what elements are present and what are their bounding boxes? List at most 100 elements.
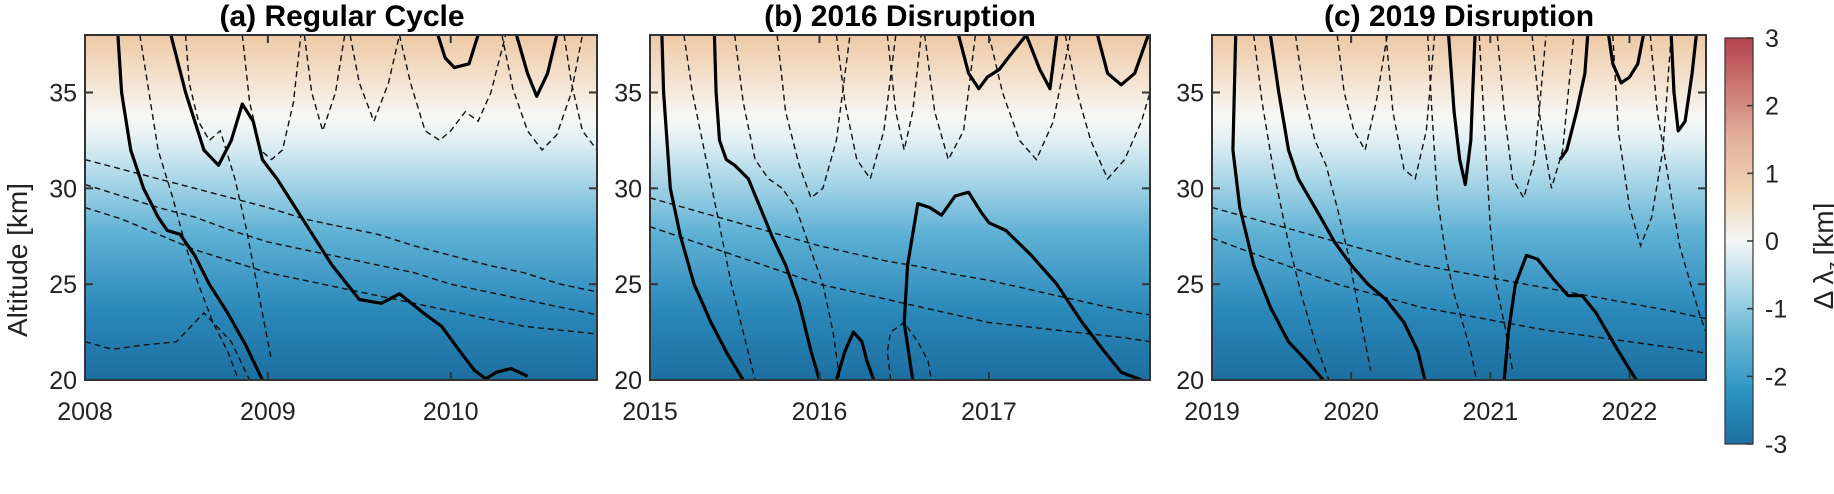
dashed-contour [1336, 35, 1388, 152]
x-tick-label: 2020 [1323, 398, 1379, 426]
zero-contour [834, 330, 876, 380]
x-tick-label: 2010 [423, 398, 479, 426]
zero-contour [1095, 35, 1150, 87]
zero-contour [660, 35, 745, 380]
panel-c-title: (c) 2019 Disruption [1324, 0, 1594, 33]
colorbar-label-main: Δ λ [1808, 270, 1834, 309]
dashed-contour [85, 183, 597, 316]
dashed-contour [923, 35, 977, 162]
panel-a: (a) Regular Cycle 20 25 30 35 2008 2009 2010 [49, 0, 598, 426]
axes-frame [649, 34, 1151, 381]
zero-contour [956, 35, 1059, 91]
dashed-contour [349, 35, 401, 124]
colorbar-tick-label: -2 [1765, 363, 1787, 391]
dashed-contour [1064, 35, 1150, 181]
colorbar-tick-label: 1 [1765, 160, 1779, 188]
colorbar-tick-label: 3 [1765, 25, 1779, 53]
zero-contour [1558, 35, 1590, 161]
panel-c-axes: 20 25 30 35 2019 2020 2021 2022 [1176, 34, 1707, 426]
dashed-contour [1531, 35, 1575, 189]
zero-contour [169, 35, 489, 380]
y-tick-label: 20 [614, 367, 642, 395]
zero-contour [1231, 35, 1325, 380]
y-tick-label: 30 [614, 175, 642, 203]
zero-contour [712, 35, 822, 380]
y-tick-label: 35 [49, 80, 77, 108]
y-tick-label: 30 [49, 175, 77, 203]
colorbar-label-sub: z [1824, 261, 1834, 270]
zero-contour [1447, 35, 1477, 187]
y-tick-label: 20 [49, 367, 77, 395]
zero-contour [1607, 35, 1645, 85]
axes-frame [84, 34, 598, 381]
dashed-contour [184, 35, 273, 361]
x-tick-label: 2022 [1602, 398, 1658, 426]
panel-b: (b) 2016 Disruption 20 25 30 35 2015 2016 2017 [614, 0, 1151, 426]
zero-contour [1669, 35, 1698, 133]
x-tick-label: 2008 [57, 398, 113, 426]
zero-contour [482, 366, 529, 380]
x-tick-label: 2021 [1462, 398, 1518, 426]
colorbar-tick-label: 0 [1765, 228, 1779, 256]
y-tick-label: 35 [1176, 80, 1204, 108]
dashed-contour [650, 197, 1150, 316]
y-axis-label: Altitude [km] [2, 183, 33, 337]
dashed-contour [1649, 35, 1706, 333]
dashed-contour [1212, 237, 1706, 354]
dashed-contour [683, 35, 756, 380]
zero-contour [514, 35, 559, 98]
zero-contour [1502, 253, 1638, 380]
axes-frame [1211, 34, 1707, 381]
heatmap-field [1212, 35, 1706, 380]
dashed-contour [835, 35, 897, 181]
heatmap-field [650, 35, 1150, 380]
panel-c-heatmap [1212, 35, 1706, 380]
dashed-contour [563, 35, 597, 151]
dashed-contour [776, 35, 851, 200]
panel-c: (c) 2019 Disruption 20 25 30 35 2019 2020 2021… [1176, 0, 1707, 426]
dashed-contour [398, 35, 507, 142]
colorbar-tick-label: 2 [1765, 93, 1779, 121]
panel-a-title: (a) Regular Cycle [219, 0, 464, 33]
x-tick-label: 2019 [1184, 398, 1240, 426]
panel-b-contours [650, 35, 1150, 380]
dashed-contour [85, 206, 597, 335]
panel-b-heatmap [650, 35, 1150, 380]
dashed-contour [1496, 35, 1547, 200]
dashed-contour [988, 35, 1071, 161]
colorbar-label-unit: [km] [1808, 203, 1834, 256]
colorbar-tick-label: -1 [1765, 296, 1787, 324]
zero-contour [436, 35, 480, 70]
y-tick-label: 25 [49, 271, 77, 299]
y-tick-label: 30 [1176, 175, 1204, 203]
x-tick-label: 2015 [622, 398, 678, 426]
panel-b-axes: 20 25 30 35 2015 2016 2017 [614, 34, 1151, 426]
panel-a-contours [85, 35, 597, 380]
colorbar: -3 -2 -1 0 1 2 3 Δ λz [km] [1724, 25, 1834, 459]
x-tick-label: 2009 [240, 398, 296, 426]
zero-contour [116, 35, 264, 380]
dashed-contour [886, 35, 922, 151]
zero-contour [902, 190, 1143, 380]
dashed-contour [1253, 35, 1330, 380]
x-tick-label: 2016 [792, 398, 848, 426]
dashed-contour [241, 35, 302, 161]
dashed-contour [85, 158, 597, 293]
y-tick-label: 25 [1176, 271, 1204, 299]
heatmap-field [85, 35, 597, 380]
dashed-contour [1612, 35, 1672, 248]
panel-c-contours [1212, 35, 1706, 380]
panel-b-title: (b) 2016 Disruption [764, 0, 1036, 33]
y-tick-label: 25 [614, 271, 642, 299]
colorbar-tick-label: -3 [1765, 431, 1787, 459]
dashed-contour [501, 35, 584, 152]
panel-a-axes: 20 25 30 35 2008 2009 2010 [49, 34, 598, 426]
dashed-contour [734, 35, 841, 380]
dashed-contour [85, 311, 251, 380]
dashed-contour [1478, 35, 1514, 371]
dashed-contour [1427, 35, 1478, 380]
zero-contour [1268, 35, 1427, 380]
y-tick-label: 35 [614, 80, 642, 108]
colorbar-label: Δ λz [km] [1808, 203, 1834, 310]
